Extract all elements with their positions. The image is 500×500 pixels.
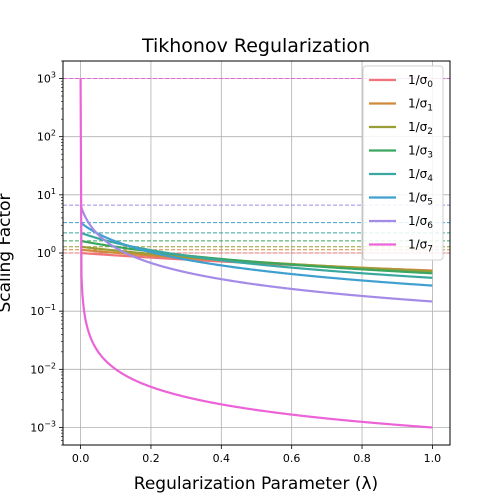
series-line-5 [79,221,433,287]
y-tick-exponent: 3 [51,71,56,80]
x-axis-ticks: 0.0 0.2 0.4 0.6 0.8 1.0 [72,445,441,465]
x-tick-label: 0.8 [353,452,371,465]
legend-entry-1: 1/σ1 [408,97,433,114]
x-axis-label: Regularization Parameter (λ) [134,474,378,494]
y-tick-label: 100 [37,245,56,260]
legend-label: 1/σ [408,73,428,87]
y-tick-label: 102 [37,129,56,144]
legend-entry-3: 1/σ3 [408,144,433,161]
legend-box [362,65,444,261]
y-tick-exponent: 1 [51,187,56,196]
series-line-7 [79,78,433,429]
x-tick-label: 0.4 [213,452,231,465]
chart-title: Tikhonov Regularization [141,35,370,57]
x-tick-label: 1.0 [424,452,442,465]
legend-label: 1/σ [408,191,428,205]
legend-entry-5: 1/σ5 [408,191,433,208]
legend-subscript: 1 [427,104,433,114]
y-tick-base: 10 [37,189,51,202]
y-tick-exponent: −3 [44,419,56,428]
legend-entry-6: 1/σ6 [408,214,433,231]
y-tick-base: 10 [30,305,44,318]
y-tick-base: 10 [37,247,51,260]
legend-entry-2: 1/σ2 [408,120,433,137]
x-tick-label: 0.2 [142,452,160,465]
y-tick-base: 10 [30,421,44,434]
legend-label: 1/σ [408,238,428,252]
series-curves [79,78,433,429]
y-tick-base: 10 [37,131,51,144]
y-tick-label: 103 [37,71,56,86]
legend-label: 1/σ [408,144,428,158]
legend-label: 1/σ [408,97,428,111]
y-tick-base: 10 [37,73,51,86]
legend-subscript: 6 [427,221,433,231]
x-tick-label: 0.6 [283,452,301,465]
legend-label: 1/σ [408,120,428,134]
legend-label: 1/σ [408,214,428,228]
legend-subscript: 0 [427,80,433,90]
y-tick-exponent: −2 [44,361,56,370]
legend: 1/σ01/σ11/σ21/σ31/σ41/σ51/σ61/σ7 [362,65,444,261]
y-tick-label: 101 [37,187,56,202]
legend-subscript: 3 [427,151,433,161]
legend-label: 1/σ [408,167,428,181]
legend-entry-4: 1/σ4 [408,167,433,184]
y-axis-label: Scaling Factor [0,193,15,312]
y-tick-exponent: 2 [51,129,56,138]
legend-entry-0: 1/σ0 [408,73,433,90]
y-tick-base: 10 [30,363,44,376]
reference-lines [63,78,450,254]
y-tick-label: 10−1 [30,303,56,318]
series-line-6 [79,204,433,303]
y-tick-exponent: 0 [51,245,56,254]
y-tick-label: 10−3 [30,419,56,434]
y-tick-label: 10−2 [30,361,56,376]
x-tick-label: 0.0 [72,452,90,465]
legend-entry-7: 1/σ7 [408,238,433,255]
legend-subscript: 4 [427,174,433,184]
legend-subscript: 7 [427,245,433,255]
legend-subscript: 5 [427,198,433,208]
legend-subscript: 2 [427,127,433,137]
y-tick-exponent: −1 [44,303,56,312]
